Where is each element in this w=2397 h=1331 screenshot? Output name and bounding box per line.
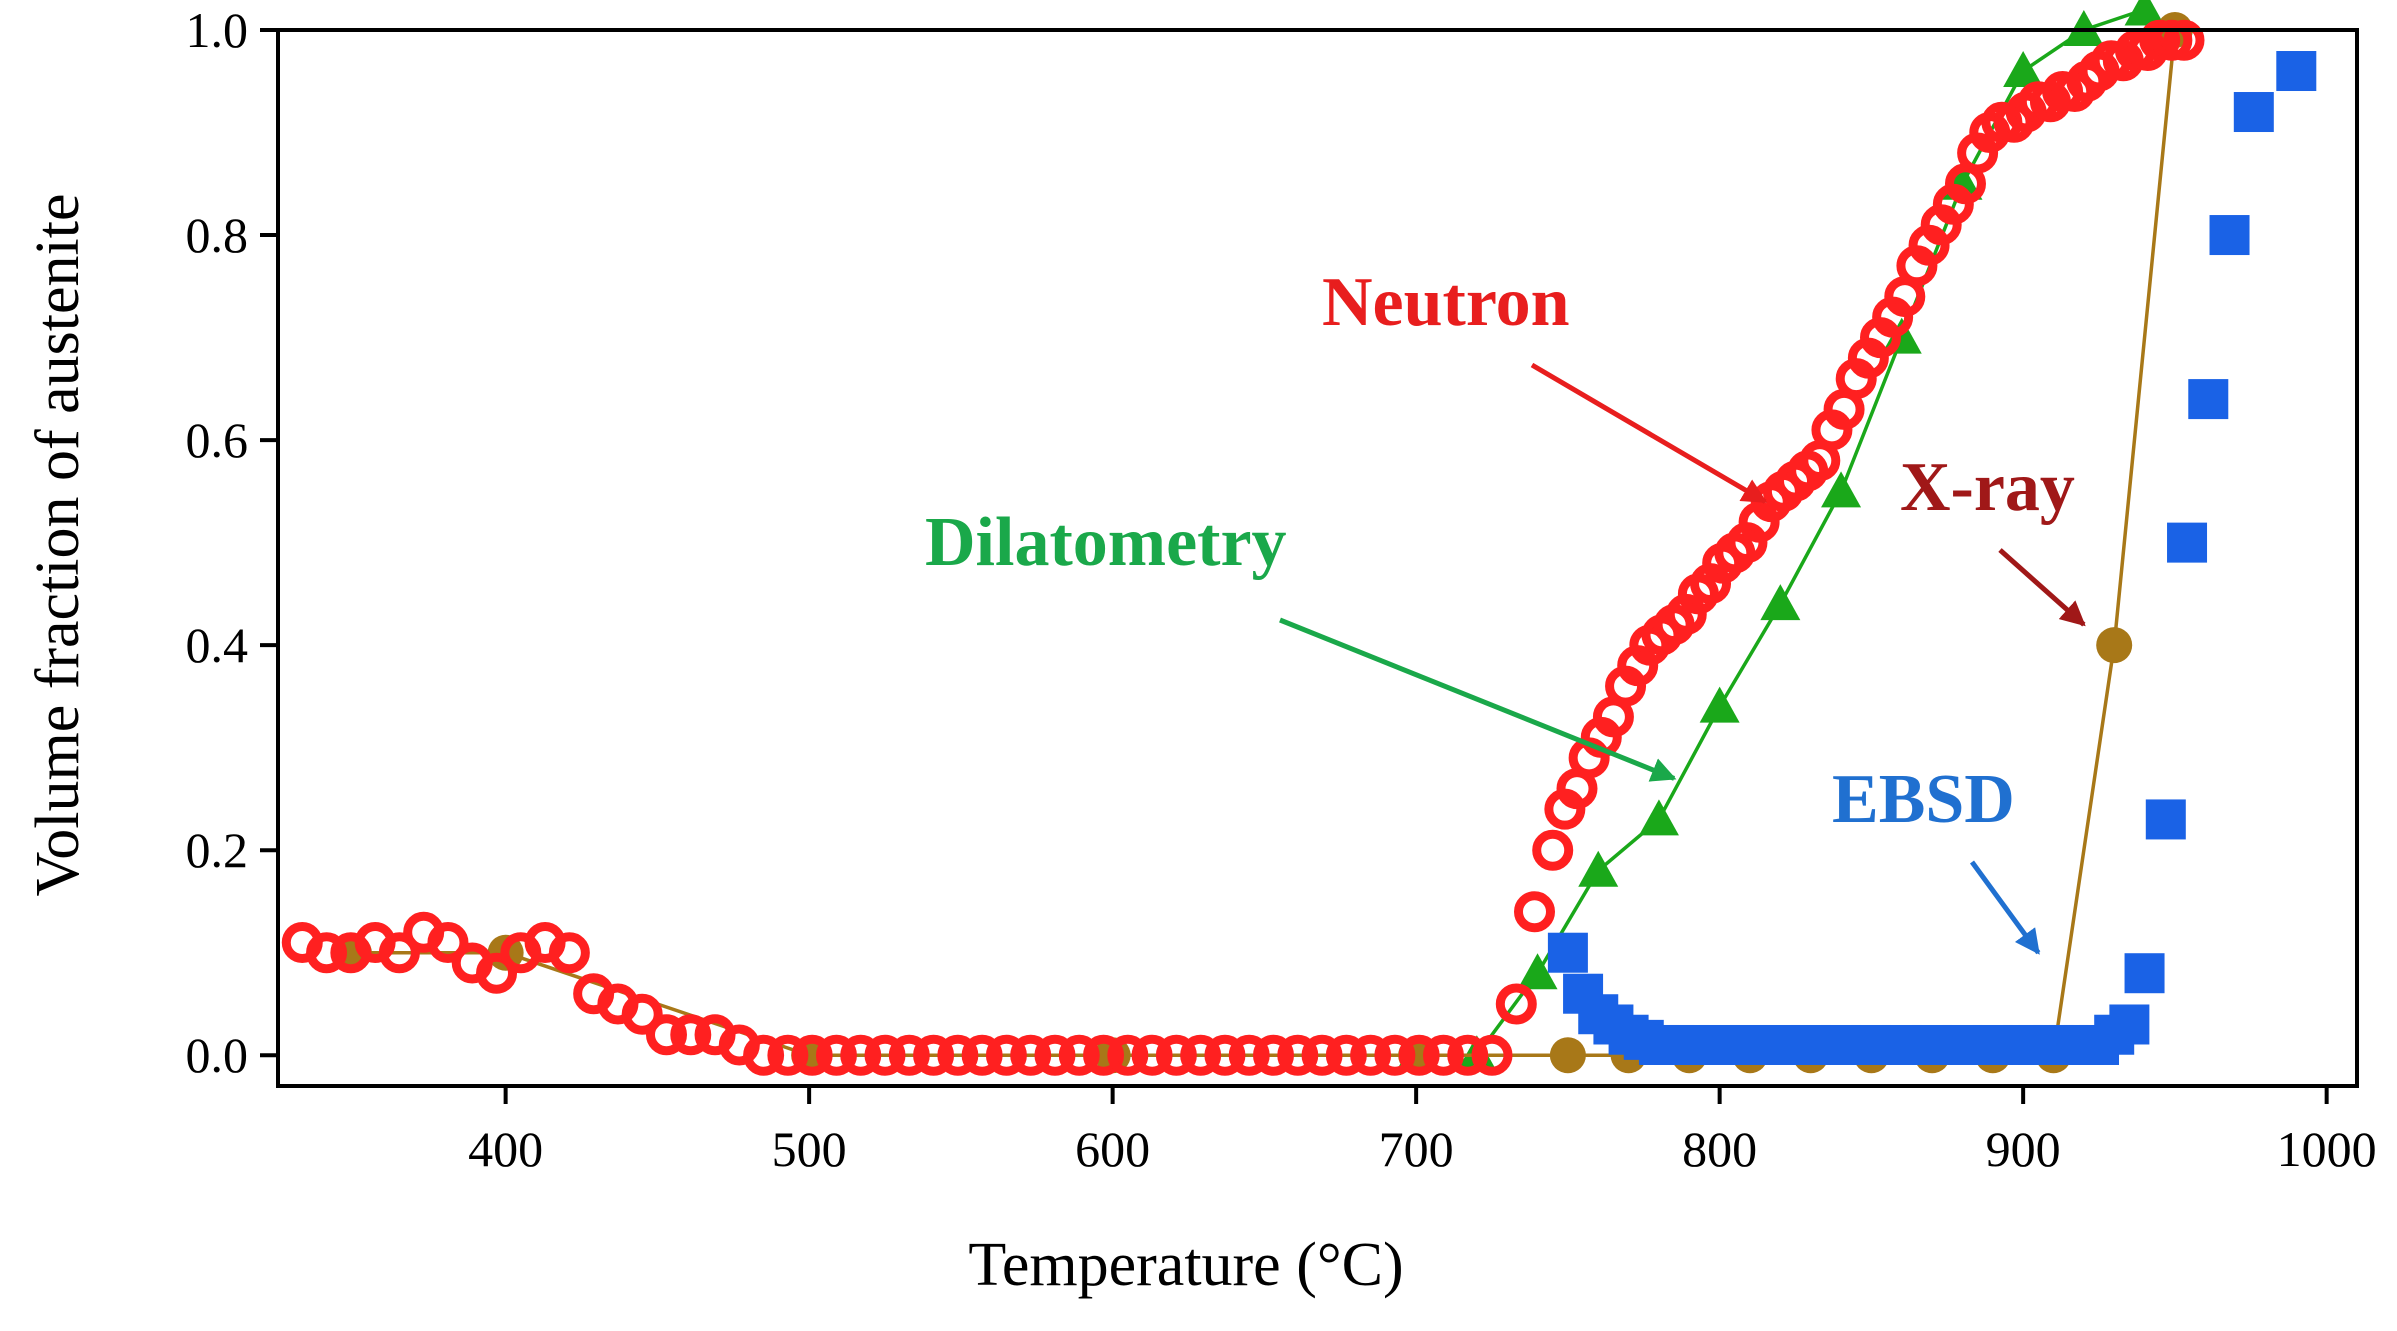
annotation-dilatometry: Dilatometry	[925, 504, 1287, 581]
neutron-point	[1058, 1034, 1100, 1076]
neutron-point	[1447, 1034, 1489, 1076]
neutron-point	[791, 1034, 833, 1076]
neutron-point	[1277, 1034, 1319, 1076]
neutron-point	[1228, 1034, 1270, 1076]
ebsd-point	[1547, 932, 1588, 973]
dilatometry-point	[1699, 686, 1740, 723]
neutron-point	[670, 1014, 712, 1056]
neutron-point	[815, 1034, 857, 1076]
ebsd-point	[2109, 1004, 2150, 1045]
ebsd-point	[2124, 953, 2165, 994]
neutron-point	[1398, 1034, 1440, 1076]
x-tick-label: 700	[1379, 1121, 1454, 1177]
arrow-ebsd	[1969, 860, 2041, 955]
neutron-point	[306, 932, 348, 974]
neutron-point	[1252, 1034, 1294, 1076]
neutron-point	[1471, 1034, 1513, 1076]
x-tick-label: 1000	[2277, 1121, 2377, 1177]
series-ebsd	[1547, 51, 2317, 1065]
dilatometry-point	[1517, 953, 1558, 990]
neutron-point	[985, 1034, 1027, 1076]
dilatometry-point	[1638, 799, 1679, 836]
y-tick-label: 0.8	[186, 207, 249, 263]
x-ray-point	[1549, 1037, 1586, 1074]
x-axis-label: Temperature (°C)	[968, 1231, 1403, 1299]
y-tick-label: 1.0	[186, 2, 249, 58]
annotation-x-ray: X-ray	[1900, 449, 2075, 526]
neutron-point	[2163, 19, 2205, 61]
neutron-point	[864, 1034, 906, 1076]
series-layer	[281, 0, 2317, 1076]
dilatometry-point	[2003, 51, 2044, 88]
neutron-point	[1495, 983, 1537, 1025]
neutron-point	[961, 1034, 1003, 1076]
x-tick-label: 600	[1075, 1121, 1150, 1177]
x-tick-label: 900	[1986, 1121, 2061, 1177]
neutron-point	[767, 1034, 809, 1076]
neutron-point	[1350, 1034, 1392, 1076]
neutron-point	[476, 952, 518, 994]
y-tick-label: 0.6	[186, 412, 249, 468]
neutron-point	[1532, 829, 1574, 871]
ebsd-point	[2209, 215, 2250, 256]
neutron-point	[913, 1034, 955, 1076]
neutron-point	[937, 1034, 979, 1076]
arrow-neutron	[1530, 362, 1768, 504]
neutron-point	[1107, 1034, 1149, 1076]
dilatometry-point	[1821, 471, 1862, 508]
neutron-point	[1180, 1034, 1222, 1076]
neutron-point	[548, 932, 590, 974]
neutron-point	[1422, 1034, 1464, 1076]
x-tick-label: 400	[468, 1121, 543, 1177]
y-tick-label: 0.0	[186, 1027, 249, 1083]
x-tick-label: 800	[1682, 1121, 1757, 1177]
ebsd-point	[2276, 51, 2317, 92]
neutron-point	[840, 1034, 882, 1076]
y-axis-label: Volume fraction of austenite	[24, 193, 92, 896]
y-tick-label: 0.2	[186, 822, 249, 878]
ebsd-point	[2188, 379, 2229, 420]
neutron-point	[1034, 1034, 1076, 1076]
dilatometry-point	[2124, 0, 2165, 26]
x-tick-label: 500	[772, 1121, 847, 1177]
neutron-point	[1204, 1034, 1246, 1076]
dilatometry-point	[1578, 850, 1619, 887]
neutron-point	[1131, 1034, 1173, 1076]
series-neutron	[281, 19, 2205, 1076]
neutron-point	[1155, 1034, 1197, 1076]
neutron-point	[427, 921, 469, 963]
annotation-ebsd: EBSD	[1832, 761, 2015, 838]
neutron-point	[888, 1034, 930, 1076]
annotation-arrows	[1279, 362, 2086, 955]
neutron-point	[621, 993, 663, 1035]
neutron-point	[1010, 1034, 1052, 1076]
ebsd-point	[2167, 522, 2208, 563]
neutron-point	[1374, 1034, 1416, 1076]
neutron-point	[1325, 1034, 1367, 1076]
axis-ticks: 400 500 600 700 800 900 1000 0.0 0.2 0.4 0.6 0.8 1.0	[186, 2, 2377, 1177]
ebsd-point	[2233, 92, 2274, 133]
neutron-point	[378, 932, 420, 974]
dilatometry-point	[1760, 584, 1801, 621]
neutron-point	[743, 1034, 785, 1076]
arrow-x-ray	[1998, 548, 2086, 627]
plot-frame	[276, 28, 2359, 1088]
y-tick-label: 0.4	[186, 617, 249, 673]
neutron-point	[1083, 1034, 1125, 1076]
ebsd-point	[2145, 799, 2186, 840]
annotation-neutron: Neutron	[1322, 264, 1570, 341]
x-ray-point	[2096, 627, 2133, 664]
neutron-point	[645, 1014, 687, 1056]
arrow-dilatometry	[1279, 617, 1677, 782]
neutron-point	[1301, 1034, 1343, 1076]
neutron-point	[1514, 891, 1556, 933]
